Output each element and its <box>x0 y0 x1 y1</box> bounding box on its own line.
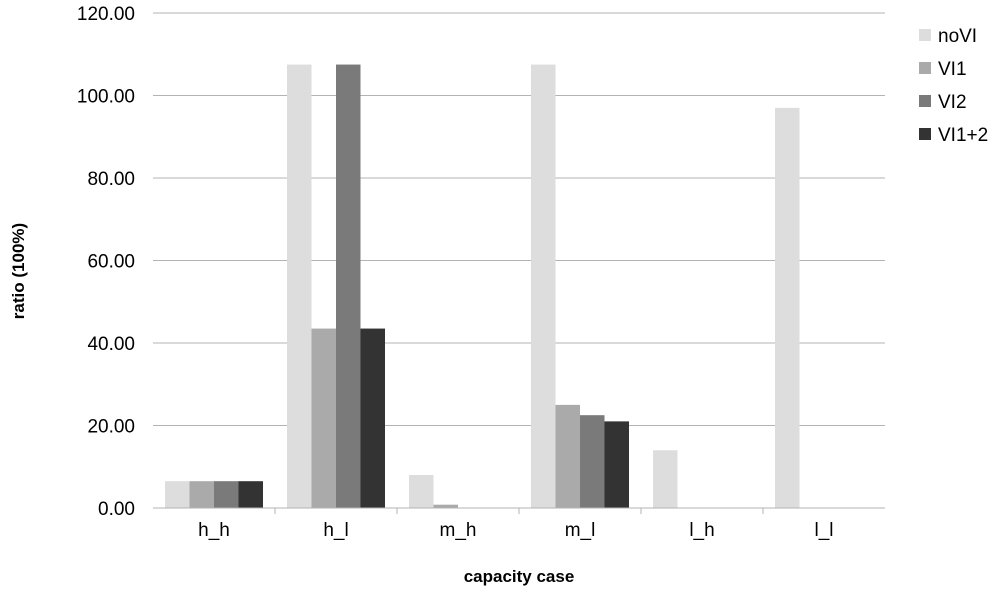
bars <box>165 64 800 508</box>
bar-h_l-VI1+2 <box>360 328 385 508</box>
legend-swatch-noVI <box>919 29 931 41</box>
y-axis-title: ratio (100%) <box>9 223 28 319</box>
legend-label: VI1 <box>938 59 967 80</box>
bar-m_l-VI1+2 <box>604 421 629 508</box>
legend-label: VI1+2 <box>938 125 988 146</box>
bar-h_l-VI2 <box>336 64 361 508</box>
x-tick-label: h_l <box>323 520 348 541</box>
legend-swatch-VI2 <box>919 95 931 107</box>
legend-label: VI2 <box>938 92 967 113</box>
y-tick-label: 0.00 <box>98 499 135 520</box>
bar-h_h-VI1 <box>189 481 214 508</box>
y-tick-label: 120.00 <box>77 4 135 25</box>
bar-h_h-VI2 <box>214 481 239 508</box>
x-tick-label: m_h <box>440 520 477 541</box>
legend: noVI VI1 VI2 VI1+2 <box>919 26 988 146</box>
bar-m_l-noVI <box>531 64 556 508</box>
x-tick-label: l_l <box>814 520 833 541</box>
bar-h_l-noVI <box>287 64 312 508</box>
legend-swatch-VI1 <box>919 62 931 74</box>
y-axis-ticks: 0.00 20.00 40.00 60.00 80.00 100.00 120.00 <box>77 4 135 520</box>
bar-m_h-noVI <box>409 475 434 508</box>
y-tick-label: 80.00 <box>87 169 135 190</box>
bar-l_l-noVI <box>775 107 800 508</box>
bar-h_h-noVI <box>165 481 190 508</box>
x-axis-ticks: h_h h_l m_h m_l l_h l_l <box>198 508 834 541</box>
x-tick-label: l_h <box>689 520 714 541</box>
y-tick-label: 20.00 <box>87 417 135 438</box>
x-axis-title: capacity case <box>464 567 575 586</box>
bar-m_l-VI2 <box>580 415 605 508</box>
bar-l_h-noVI <box>653 450 678 508</box>
x-tick-label: m_l <box>565 520 596 541</box>
x-tick-label: h_h <box>198 520 230 541</box>
bar-m_l-VI1 <box>555 404 580 508</box>
bar-h_h-VI1+2 <box>238 481 263 508</box>
bar-h_l-VI1 <box>311 328 336 508</box>
gridlines <box>153 12 885 426</box>
y-tick-label: 40.00 <box>87 334 135 355</box>
y-tick-label: 60.00 <box>87 252 135 273</box>
bar-m_h-VI1 <box>433 504 458 508</box>
legend-swatch-VI1+2 <box>919 128 931 140</box>
y-tick-label: 100.00 <box>77 87 135 108</box>
legend-label: noVI <box>938 26 977 47</box>
